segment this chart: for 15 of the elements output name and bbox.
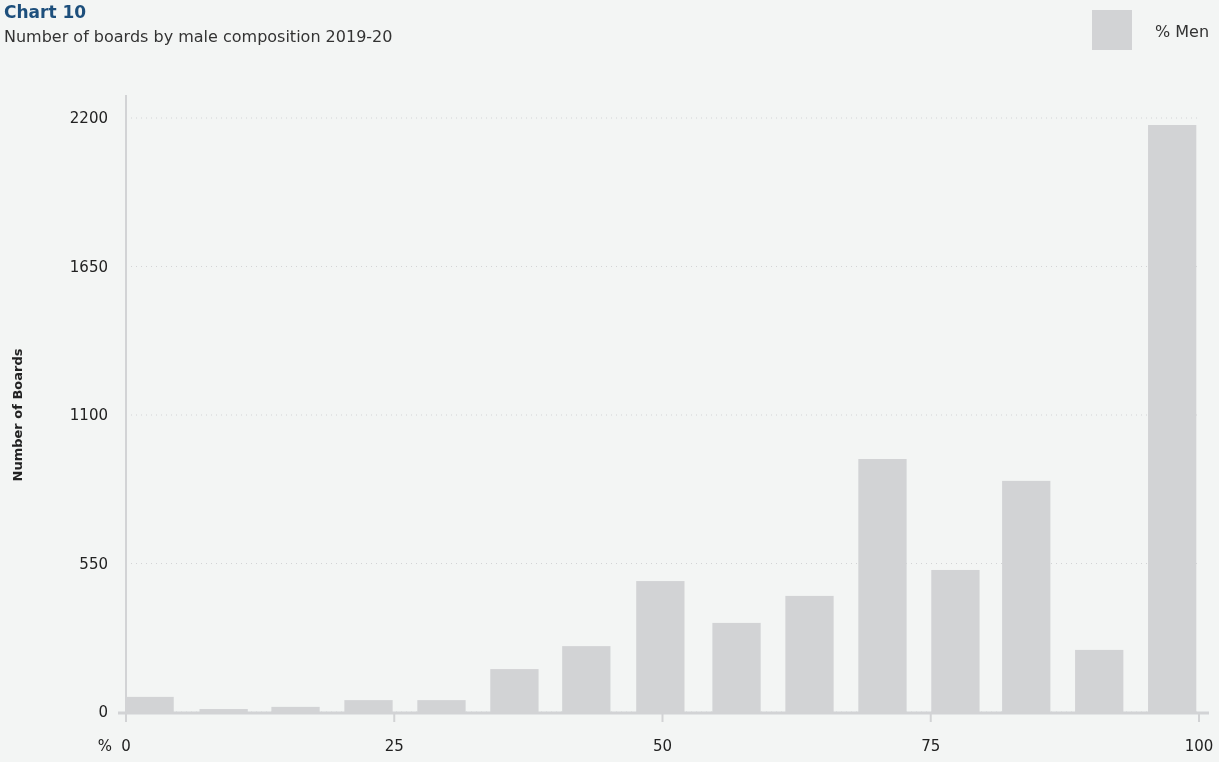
x-tick-label: 75 xyxy=(921,737,941,755)
y-tick-label: 1100 xyxy=(69,406,108,425)
chart-subtitle: Number of boards by male composition 2019-20 xyxy=(4,27,393,46)
chart-title: Chart 10 xyxy=(4,2,87,22)
y-tick-label: 0 xyxy=(98,703,108,722)
y-tick-label: 550 xyxy=(79,554,108,573)
x-tick-label: 50 xyxy=(652,737,673,755)
y-tick-label: 2200 xyxy=(69,109,108,128)
x-axis-title: % xyxy=(97,737,112,755)
text: % Men xyxy=(1155,22,1210,41)
y-axis-title: Number of Boards xyxy=(10,348,25,482)
x-tick-label: 100 xyxy=(1184,737,1214,755)
x-tick-label: 0 xyxy=(121,737,131,755)
x-tick-label: 25 xyxy=(384,737,404,755)
y-tick-label: 1650 xyxy=(69,257,108,276)
